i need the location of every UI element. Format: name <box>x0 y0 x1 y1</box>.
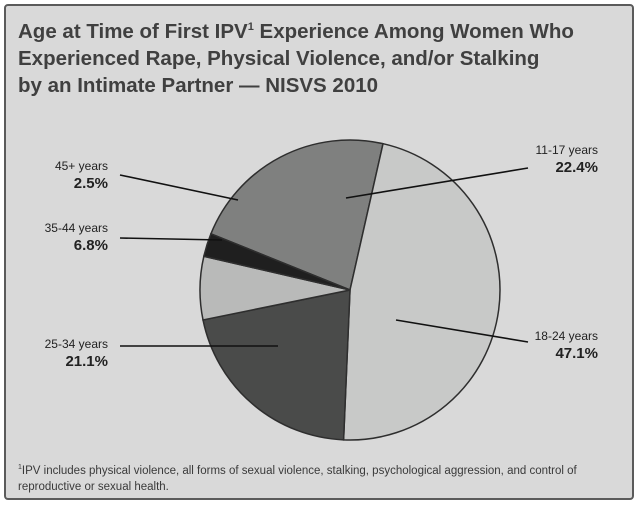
slice-value-label: 2.5% <box>74 175 108 192</box>
footnote-marker: 1 <box>18 464 22 471</box>
slice-value-label: 47.1% <box>555 345 598 362</box>
footnote: 1IPV includes physical violence, all for… <box>18 460 626 495</box>
chart-title: Age at Time of First IPV1 Experience Amo… <box>18 14 618 99</box>
title-line-2: Experienced Rape, Physical Violence, and… <box>18 46 540 70</box>
leader-line-5 <box>119 174 239 201</box>
title-line-1-start: Age at Time of First IPV <box>18 19 248 43</box>
slice-value-label: 22.4% <box>555 159 598 176</box>
title-footnote-marker: 1 <box>247 21 254 33</box>
leader-line-2 <box>395 319 529 343</box>
pie-slice-11-17-years <box>209 139 384 292</box>
title-line-1: Age at Time of First IPV1 Experience Amo… <box>18 14 618 45</box>
title-line-1-end: Experience Among Women Who <box>253 19 574 43</box>
slice-category-label: 18-24 years <box>535 329 598 343</box>
slice-labels: 11-17 years 22.4% 18-24 years 47.1% 25-34 ye… <box>45 143 598 370</box>
leader-line-1 <box>345 167 529 199</box>
pie-slice-25-34-years <box>202 289 351 441</box>
slice-category-label: 25-34 years <box>45 337 108 351</box>
leader-lines <box>119 167 529 347</box>
leader-line-4 <box>119 237 223 241</box>
slice-value-label: 21.1% <box>65 353 108 370</box>
slice-category-label: 35-44 years <box>45 221 108 235</box>
pie-slice-18-24-years <box>342 142 501 441</box>
footnote-text: IPV includes physical violence, all form… <box>18 464 577 493</box>
title-line-3: by an Intimate Partner — NISVS 2010 <box>18 73 379 97</box>
slice-category-label: 11-17 years <box>536 143 598 157</box>
slice-category-label: 45+ years <box>55 159 108 173</box>
slice-value-label: 6.8% <box>74 237 108 254</box>
pie-slice-45-years <box>202 232 351 291</box>
pie-slices <box>199 139 501 441</box>
